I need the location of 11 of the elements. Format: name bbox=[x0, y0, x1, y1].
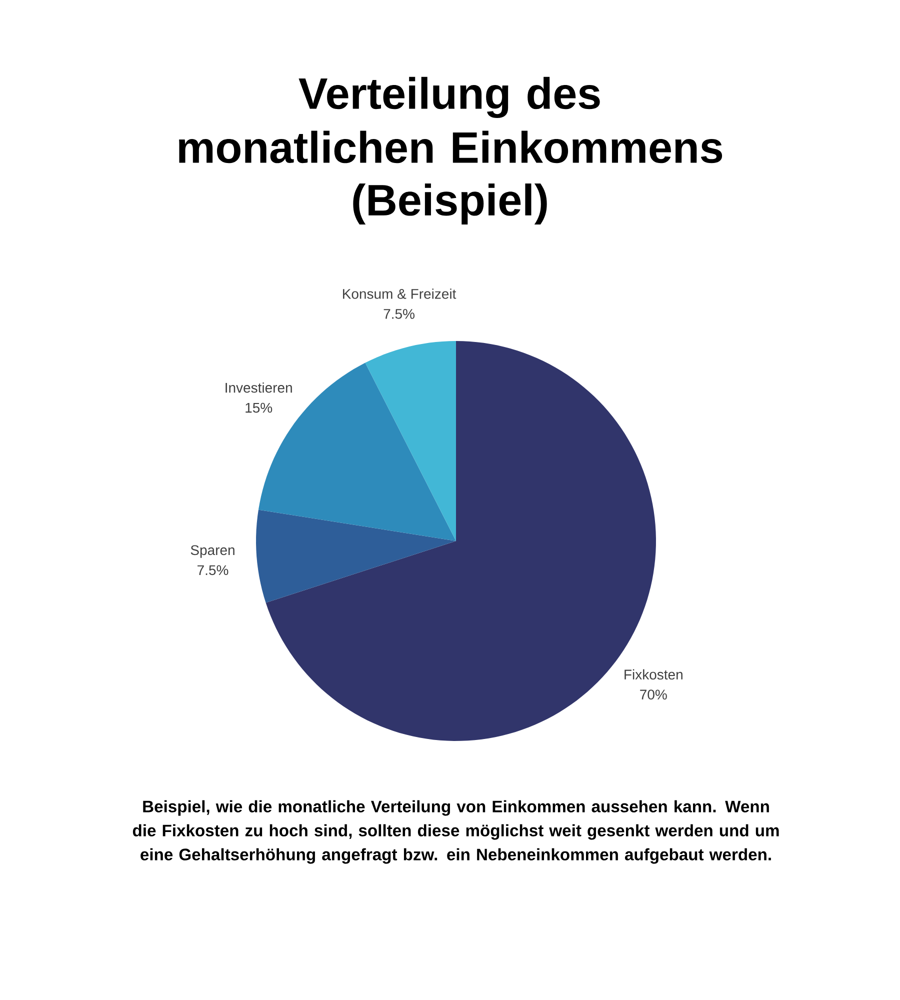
slice-label: Investieren bbox=[226, 382, 292, 393]
slice-label: Sparen bbox=[190, 545, 234, 558]
slice-label: Konsum & Freizeit bbox=[343, 288, 456, 299]
chart-title: Verteilung des monatlichen Einkommens bbox=[179, 76, 722, 164]
data-label: 70% bbox=[640, 690, 667, 700]
slice-label: Fixkosten bbox=[624, 669, 682, 680]
text: Beispiel, wie die monatliche Verteilung von Einkommen aussehen kann. Wenn die Fixkosten zu hoch sind, sollten diese möglichst weit gesenkt werden und um eine Gehaltserhöhung angefragt bzw. ein Nebeneinkommen aufgebaut werden. bbox=[132, 800, 779, 864]
data-label: 7.5% bbox=[198, 565, 228, 576]
data-label: 15% bbox=[246, 402, 272, 413]
data-label: 7.5% bbox=[384, 309, 414, 319]
chart-subtitle: (Beispiel) bbox=[353, 183, 547, 224]
